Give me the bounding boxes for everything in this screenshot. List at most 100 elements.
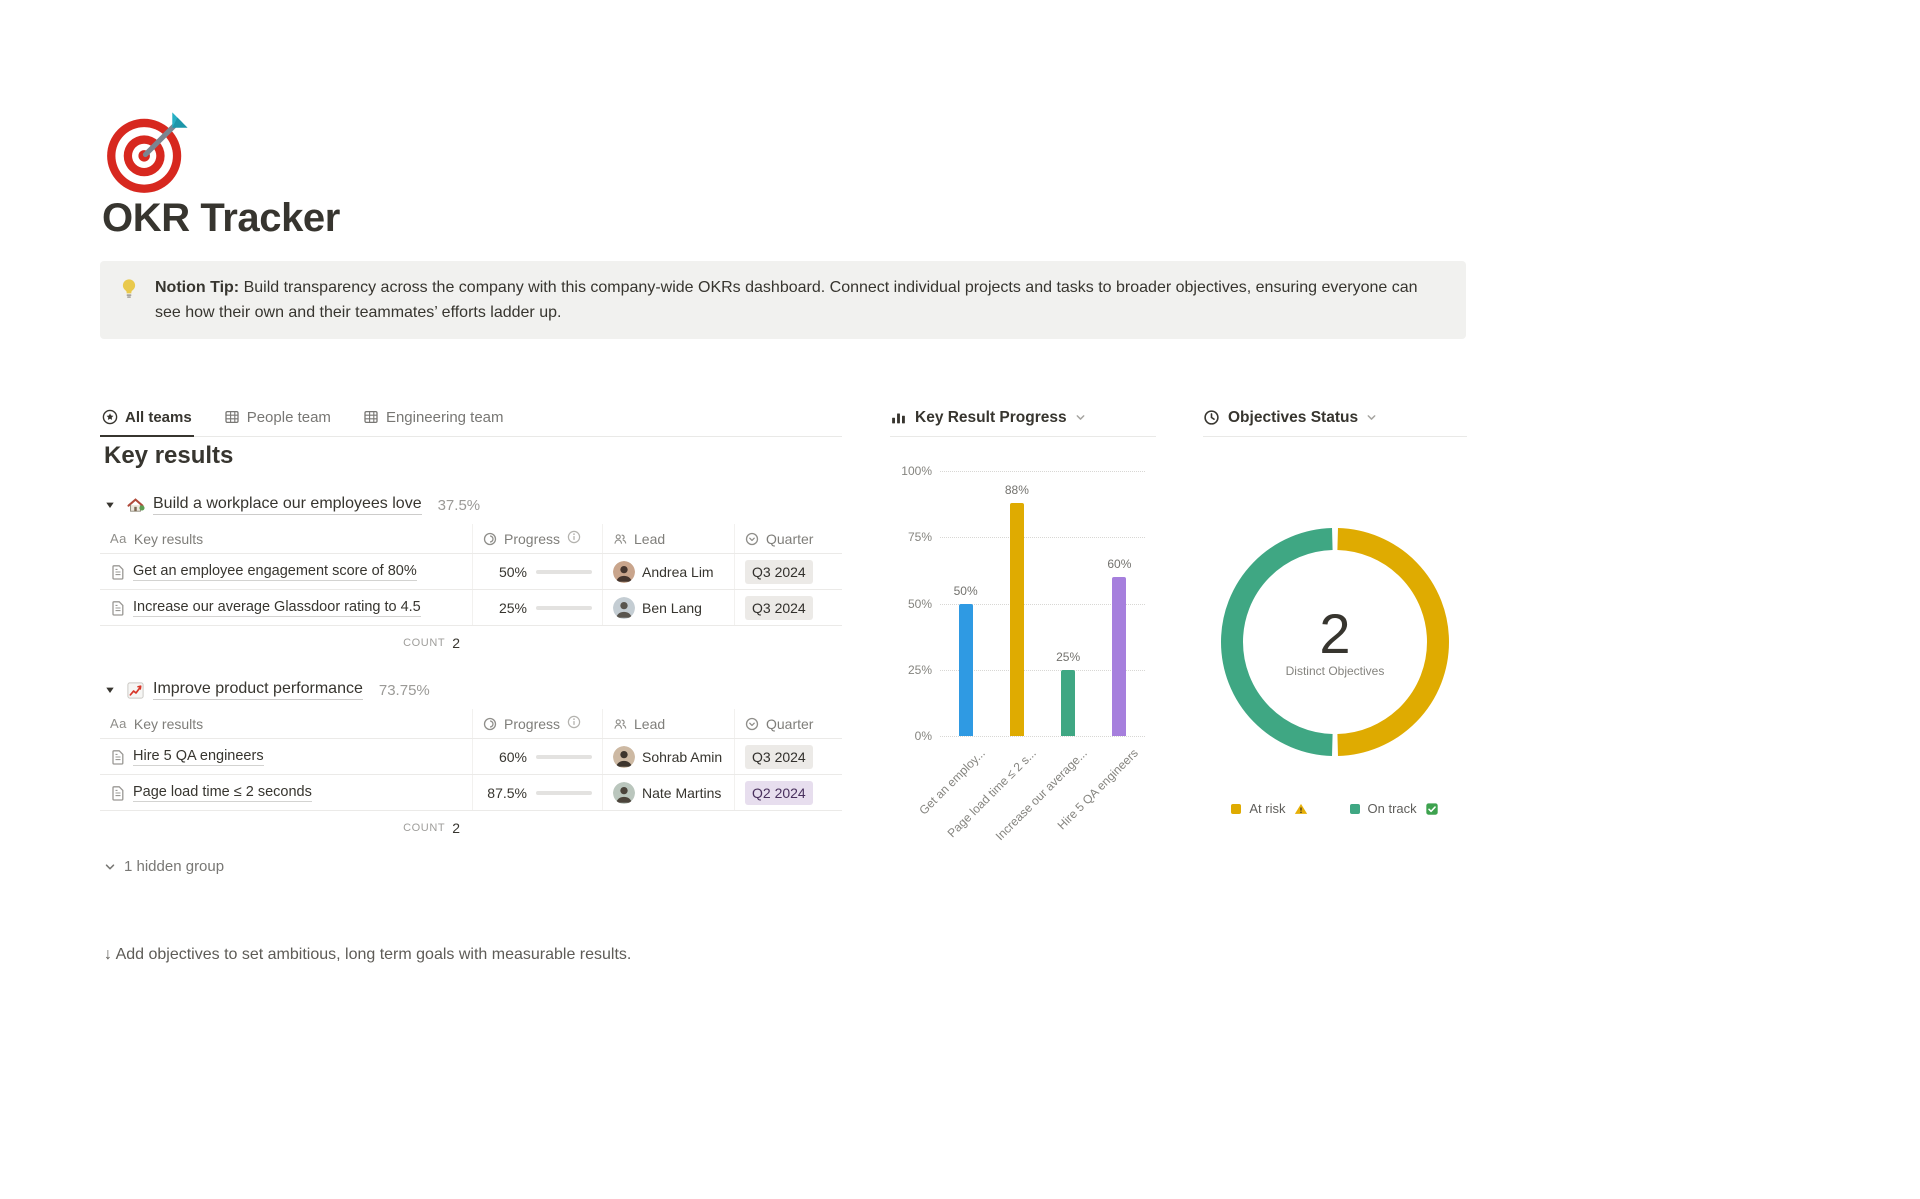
column-header-label: Quarter [766, 715, 814, 732]
key-result-link[interactable]: Hire 5 QA engineers [133, 747, 264, 766]
quarter-cell: Q3 2024 [734, 739, 842, 774]
toggle-triangle-icon[interactable] [102, 682, 118, 698]
lead-cell: Ben Lang [602, 590, 734, 625]
donut-slice-1[interactable] [1221, 528, 1333, 756]
name-cell: Get an employee engagement score of 80% [100, 554, 472, 589]
key-results-table-1: Aa Key results Progress Lead [100, 524, 842, 660]
progress-bar [536, 605, 592, 610]
bar-3[interactable] [1112, 577, 1127, 736]
info-icon[interactable] [567, 530, 581, 547]
donut-slice-0[interactable] [1337, 528, 1449, 756]
info-icon[interactable] [567, 715, 581, 732]
column-header-lead[interactable]: Lead [602, 524, 734, 553]
quarter-cell: Q3 2024 [734, 590, 842, 625]
page-doc-icon [110, 749, 126, 765]
table-row[interactable]: Page load time ≤ 2 seconds 87.5% Nate Ma… [100, 775, 842, 811]
column-header-label: Quarter [766, 530, 814, 547]
progress-property-icon [483, 717, 497, 730]
table-row[interactable]: Hire 5 QA engineers 60% Sohrab Amin Q3 2… [100, 739, 842, 775]
table-row[interactable]: Increase our average Glassdoor rating to… [100, 590, 842, 626]
quarter-badge: Q2 2024 [745, 780, 813, 805]
gridline [940, 537, 1145, 539]
tab-people-team[interactable]: People team [222, 399, 333, 437]
star-view-icon [102, 409, 118, 425]
hidden-group-toggle[interactable]: 1 hidden group [104, 858, 224, 875]
group-percent: 73.75% [378, 681, 430, 699]
tab-label: All teams [125, 408, 192, 426]
progress-value: 25% [498, 599, 527, 616]
count-row: COUNT 2 [100, 626, 842, 660]
column-header-name[interactable]: Aa Key results [100, 709, 472, 738]
group-header-workplace: Build a workplace our employees love 37.… [102, 490, 480, 520]
count-row: COUNT 2 [100, 811, 842, 845]
key-result-link[interactable]: Increase our average Glassdoor rating to… [133, 598, 421, 617]
table-view-icon [225, 410, 239, 424]
key-result-link[interactable]: Page load time ≤ 2 seconds [133, 783, 312, 802]
progress-cell: 25% [472, 590, 602, 625]
legend-label: At risk [1249, 801, 1286, 816]
count-calculation[interactable]: COUNT 2 [100, 626, 472, 660]
warning-icon [1294, 803, 1307, 814]
bar-0[interactable] [958, 603, 973, 736]
check-icon [1425, 802, 1438, 815]
group-title[interactable]: Build a workplace our employees love [153, 495, 422, 515]
chart-title: Objectives Status [1228, 408, 1359, 426]
gridline [940, 669, 1145, 671]
chevron-down-icon[interactable] [1075, 412, 1086, 423]
progress-property-icon [483, 532, 497, 545]
lead-cell: Andrea Lim [602, 554, 734, 589]
tab-engineering-team[interactable]: Engineering team [361, 399, 506, 437]
column-header-progress[interactable]: Progress [472, 709, 602, 738]
quarter-badge: Q3 2024 [745, 744, 813, 769]
target-icon [107, 112, 188, 193]
y-axis-tick-label: 0% [914, 729, 932, 743]
toggle-triangle-icon[interactable] [102, 497, 118, 513]
column-header-progress[interactable]: Progress [472, 524, 602, 553]
chevron-down-icon[interactable] [1366, 412, 1377, 423]
legend-item[interactable]: On track [1349, 801, 1439, 816]
title-property-icon: Aa [110, 716, 127, 731]
table-row[interactable]: Get an employee engagement score of 80% … [100, 554, 842, 590]
key-result-link[interactable]: Get an employee engagement score of 80% [133, 562, 417, 581]
bar-1[interactable] [1009, 502, 1024, 736]
progress-bar [536, 569, 592, 574]
notion-tip-callout: Notion Tip: Build transparency across th… [100, 261, 1466, 339]
chevron-down-icon [105, 863, 115, 869]
column-header-label: Key results [133, 715, 204, 732]
key-result-progress-chart: Key Result Progress 100% 75% 50% 25% 0% 50% Ge… [890, 399, 1156, 907]
progress-bar [536, 790, 592, 795]
count-value: 2 [452, 820, 460, 836]
people-property-icon [614, 533, 627, 544]
y-axis-tick-label: 100% [901, 464, 932, 478]
column-header-label: Lead [634, 530, 666, 547]
objectives-status-chart: Objectives Status 2 Distinct Objectives … [1203, 399, 1467, 816]
column-header-quarter[interactable]: Quarter [734, 524, 842, 553]
count-label: COUNT [403, 822, 446, 834]
legend-swatch [1349, 803, 1360, 814]
name-cell: Increase our average Glassdoor rating to… [100, 590, 472, 625]
name-cell: Page load time ≤ 2 seconds [100, 775, 472, 810]
count-calculation[interactable]: COUNT 2 [100, 811, 472, 845]
legend-item[interactable]: At risk [1231, 801, 1307, 816]
group-title[interactable]: Improve product performance [153, 680, 363, 700]
avatar [613, 781, 635, 804]
page-title: OKR Tracker [102, 196, 340, 240]
page-icon-target[interactable] [102, 106, 194, 198]
tab-label: People team [246, 408, 331, 426]
bar-2[interactable] [1061, 669, 1076, 736]
progress-value: 60% [498, 748, 527, 765]
bar-value-label: 88% [1004, 482, 1029, 497]
callout-text: Notion Tip: Build transparency across th… [155, 275, 1442, 325]
tab-label: Engineering team [385, 408, 504, 426]
donut-legend: At risk On track [1203, 801, 1467, 816]
key-results-heading: Key results [104, 442, 234, 469]
view-tabs: All teams People team Engineering team [100, 399, 842, 437]
tab-all-teams[interactable]: All teams [100, 399, 194, 437]
column-header-quarter[interactable]: Quarter [734, 709, 842, 738]
column-header-lead[interactable]: Lead [602, 709, 734, 738]
callout-lead: Notion Tip: [155, 279, 240, 296]
donut-svg [1221, 528, 1449, 756]
add-objectives-hint: ↓ Add objectives to set ambitious, long … [104, 946, 632, 963]
column-header-name[interactable]: Aa Key results [100, 524, 472, 553]
lightbulb-icon [118, 277, 142, 301]
